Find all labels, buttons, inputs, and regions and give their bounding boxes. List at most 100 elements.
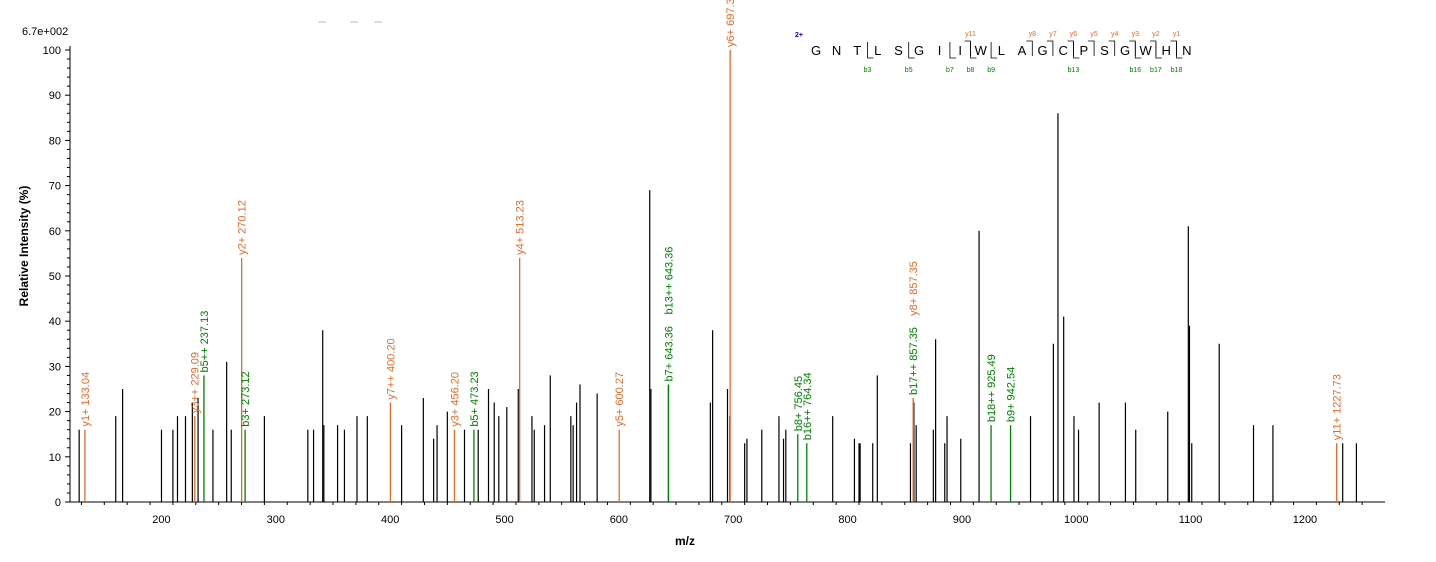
peak-label: y2+ 270.12 [237,200,249,255]
y-tick-label: 20 [49,407,61,419]
sequence-residue: C [1059,43,1068,58]
b-fragment-marker [867,42,874,59]
peak-label: y6+ 697.32 [725,0,737,47]
x-tick-label: 200 [152,514,170,526]
y-fragment-marker [964,40,971,56]
x-axis-ticks: 200 300 400 500 600 700 800 900 1000 1100 1200 [80,502,1363,526]
sequence-residue: A [1018,43,1027,58]
peak-label: y3++ 229.09 [190,352,202,413]
y-tick-label: 60 [49,226,61,238]
annotated-peaks [84,50,1338,502]
sequence-residue: S [894,43,903,58]
y-tick-label: 100 [43,45,61,57]
y-fragment-label: y6 [1070,31,1078,38]
x-tick-label: 800 [838,514,856,526]
sequence-residue: N [1182,43,1191,58]
x-tick-label: 1100 [1179,514,1203,526]
x-tick-label: 1200 [1293,514,1317,526]
peak-label: b7+ 643.36 [663,326,675,381]
peak-label: y5+ 600.27 [614,372,626,427]
x-tick-label: 400 [381,514,399,526]
b-fragment-marker [1176,42,1183,59]
b-fragment-label: b18 [1171,67,1183,74]
charge-state-label: 2+ [795,32,803,39]
sequence-residue: T [853,43,861,58]
b-fragment-marker [1155,42,1162,59]
y-tick-label: 70 [49,181,61,193]
peak-label: b5++ 237.13 [199,311,211,373]
peak-label: b17++ 857.35 [908,327,920,395]
sequence-residue: I [958,43,962,58]
sequence-residue: G [811,43,821,58]
y-fragment-marker [1046,40,1054,56]
y-fragment-label: y11 [965,31,976,38]
peak-label: b13++ 643.36 [663,247,675,315]
sequence-residue: H [1162,43,1171,58]
unassigned-peaks [78,113,1358,502]
peak-label: b16++ 764.34 [802,372,814,440]
sequence-residue: L [998,43,1005,58]
b-fragment-marker [990,42,998,59]
x-tick-label: 300 [267,514,285,526]
y-fragment-marker [1108,40,1116,56]
y-axis-ticks: 0 10 20 30 40 50 60 70 80 90 100 [43,45,70,509]
y-tick-label: 50 [49,271,61,283]
peak-label: b3+ 273.12 [240,371,252,426]
sequence-residue: W [975,43,988,58]
sequence-residue: P [1079,43,1088,58]
b-fragment-label: b7 [946,67,954,74]
b-fragment-label: b3 [864,67,872,74]
peak-label: b5+ 473.23 [469,371,481,426]
y-fragment-marker [1026,40,1033,56]
b-fragment-label: b8 [967,67,975,74]
sequence-residue: G [914,43,924,58]
sequence-residue: G [1038,43,1048,58]
sequence-residue: G [1120,43,1130,58]
b-fragment-label: b17 [1150,67,1162,74]
b-fragment-marker [908,42,915,59]
y-tick-label: 90 [49,90,61,102]
peak-label: y7++ 400.20 [385,338,397,399]
y-fragment-marker [1129,40,1136,56]
y-tick-label: 30 [49,361,61,373]
intensity-scale-label: 6.7e+002 [22,26,68,38]
y-tick-label: 40 [49,316,61,328]
y-tick-label: 0 [55,497,61,509]
y-fragment-label: y3 [1132,31,1140,38]
peak-label: y4+ 513.23 [515,200,527,255]
sequence-residue: L [874,43,881,58]
peak-label: b18++ 925.49 [986,354,998,422]
sequence-residue: W [1139,43,1152,58]
b-fragment-label: b9 [987,67,995,74]
b-fragment-label: b5 [905,67,913,74]
b-fragment-label: b13 [1068,67,1080,74]
peak-label: y1+ 133.04 [80,372,92,427]
x-tick-label: 900 [953,514,971,526]
y-fragment-label: y5 [1090,31,1098,38]
peak-label: b8+ 756.45 [793,376,805,431]
y-fragment-marker [1170,40,1177,56]
peak-label: b9+ 942.54 [1006,367,1018,422]
x-tick-label: 600 [610,514,628,526]
peak-label: y11+ 1227.73 [1332,374,1344,440]
y-fragment-label: y1 [1173,31,1181,38]
peak-label: y3+ 456.20 [449,372,461,427]
x-tick-label: 1000 [1064,514,1088,526]
sequence-residue: N [832,43,841,58]
b-fragment-marker [1134,42,1142,59]
y-fragment-label: y4 [1111,31,1119,38]
sequence-residue: S [1100,43,1109,58]
y-axis-title: Relative Intensity (%) [17,186,31,307]
sequence-residue: I [938,43,942,58]
peak-label: y8+ 857.35 [908,261,920,316]
b-fragment-marker [949,42,956,59]
y-fragment-marker [1067,40,1074,56]
x-axis-title: m/z [675,534,695,548]
y-fragment-label: y8 [1029,31,1037,38]
x-tick-label: 700 [724,514,742,526]
y-tick-label: 10 [49,452,61,464]
x-tick-label: 500 [495,514,513,526]
